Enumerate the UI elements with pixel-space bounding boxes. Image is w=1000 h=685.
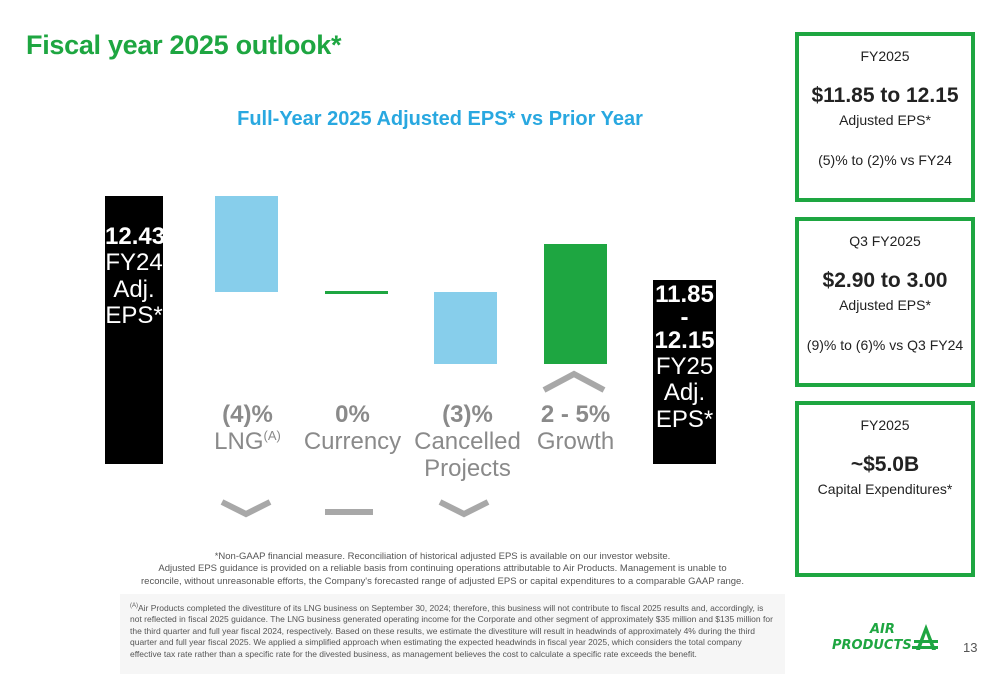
currency-name: Currency xyxy=(303,427,402,455)
card-note: (5)% to (2)% vs FY24 xyxy=(818,152,952,168)
cancelled-projects-name-1: Cancelled xyxy=(414,427,521,455)
logo-line-1: AIR xyxy=(870,622,895,637)
cancelled-projects-pct: (3)% xyxy=(442,401,493,428)
fy25-value-high: 12.15 xyxy=(654,326,715,354)
lng-name: LNG(A) xyxy=(214,427,281,455)
growth-name: Growth xyxy=(536,427,615,455)
card-subtitle: Adjusted EPS* xyxy=(839,297,931,313)
air-products-logo: AIR PRODUCTS xyxy=(832,622,952,656)
cancelled-projects-name-2: Projects xyxy=(424,454,511,482)
fy24-label-1: FY24 xyxy=(105,249,163,277)
card-heading: Q3 FY2025 xyxy=(849,233,921,249)
fy24-label-3: EPS* xyxy=(105,302,163,330)
fy25-value-low: 11.85 xyxy=(655,281,714,308)
card-heading: FY2025 xyxy=(860,48,910,64)
fy24-label-2: Adj. xyxy=(113,275,155,303)
currency-label: 0% Currency xyxy=(300,401,405,456)
fy25-label-3: EPS* xyxy=(655,405,714,433)
fy25-label-2: Adj. xyxy=(663,379,706,407)
chart-title: Full-Year 2025 Adjusted EPS* vs Prior Ye… xyxy=(237,108,643,130)
fy24-value: 12.43 xyxy=(105,223,166,250)
lng-label: (4)% LNG(A) xyxy=(200,401,295,456)
waterfall-step-cancelled-projects xyxy=(434,292,497,364)
fy25-bar: 11.85 - 12.15 FY25 Adj. EPS* xyxy=(653,280,716,464)
card-value: ~$5.0B xyxy=(850,453,920,476)
direction-chevron-down-icon xyxy=(438,499,490,518)
lng-divestiture-note: (A)Air Products completed the divestitur… xyxy=(120,594,785,674)
page-title: Fiscal year 2025 outlook* xyxy=(26,30,342,60)
waterfall-step-growth xyxy=(544,244,607,364)
fy2025-capex-card: FY2025 ~$5.0B Capital Expenditures* xyxy=(795,401,975,577)
fy25-dash: - xyxy=(680,304,689,332)
cancelled-projects-label: (3)% Cancelled Projects xyxy=(410,401,525,483)
currency-pct: 0% xyxy=(335,401,370,428)
card-heading: FY2025 xyxy=(860,417,910,433)
card-value: $2.90 to 3.00 xyxy=(822,269,948,292)
direction-chevron-down-icon xyxy=(220,499,272,518)
logo-line-2: PRODUCTS xyxy=(832,638,912,653)
direction-chevron-up-icon xyxy=(542,370,606,393)
lng-pct: (4)% xyxy=(222,401,273,428)
page-number: 13 xyxy=(963,640,978,655)
fy24-bar: 12.43 FY24 Adj. EPS* xyxy=(105,196,166,464)
fy25-label-1: FY25 xyxy=(655,352,714,380)
card-subtitle: Adjusted EPS* xyxy=(839,112,931,128)
fy2025-eps-card: FY2025 $11.85 to 12.15 Adjusted EPS* (5)… xyxy=(795,32,975,202)
card-note: (9)% to (6)% vs Q3 FY24 xyxy=(806,337,964,353)
card-value: $11.85 to 12.15 xyxy=(811,84,959,107)
card-subtitle: Capital Expenditures* xyxy=(817,481,953,497)
q3-fy2025-eps-card: Q3 FY2025 $2.90 to 3.00 Adjusted EPS* (9… xyxy=(795,217,975,387)
logo-mark-icon xyxy=(912,624,938,650)
waterfall-step-lng xyxy=(215,196,278,292)
waterfall-step-currency xyxy=(325,291,388,294)
growth-pct: 2 - 5% xyxy=(540,401,611,428)
non-gaap-footnote: *Non-GAAP financial measure. Reconciliat… xyxy=(141,551,744,587)
eps-waterfall-chart xyxy=(215,196,607,518)
growth-label: 2 - 5% Growth xyxy=(528,401,623,456)
